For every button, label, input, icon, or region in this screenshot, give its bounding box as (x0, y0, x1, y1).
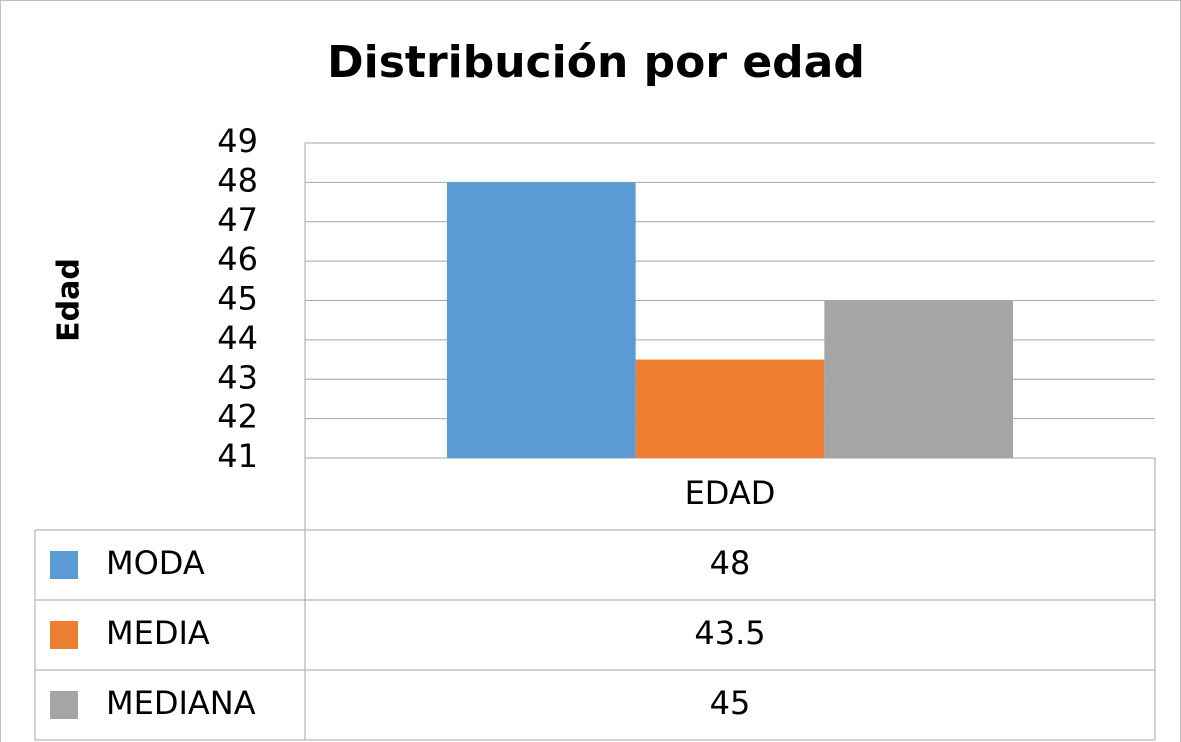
legend-label: MEDIANA (106, 684, 256, 722)
table-value: 45 (710, 684, 751, 722)
y-tick-label: 45 (217, 280, 258, 318)
y-tick-label: 48 (217, 161, 258, 199)
y-tick-label: 43 (217, 358, 258, 396)
y-tick-label: 46 (217, 240, 258, 278)
legend-swatch (50, 551, 78, 579)
y-tick-label: 41 (217, 437, 258, 475)
y-tick-label: 47 (217, 201, 258, 239)
legend-label: MEDIA (106, 614, 210, 652)
table-value: 43.5 (694, 614, 765, 652)
x-tick-label: EDAD (685, 474, 776, 512)
y-tick-label: 42 (217, 398, 258, 436)
bar (635, 359, 825, 458)
y-axis-label: Edad (52, 258, 87, 342)
chart-title: Distribución por edad (327, 37, 865, 88)
legend-swatch (50, 691, 78, 719)
bar (824, 300, 1014, 458)
y-tick-label: 44 (217, 319, 258, 357)
legend-label: MODA (106, 544, 205, 582)
bar (446, 182, 636, 458)
legend-swatch (50, 621, 78, 649)
y-tick-label: 49 (217, 122, 258, 160)
table-value: 48 (710, 544, 751, 582)
